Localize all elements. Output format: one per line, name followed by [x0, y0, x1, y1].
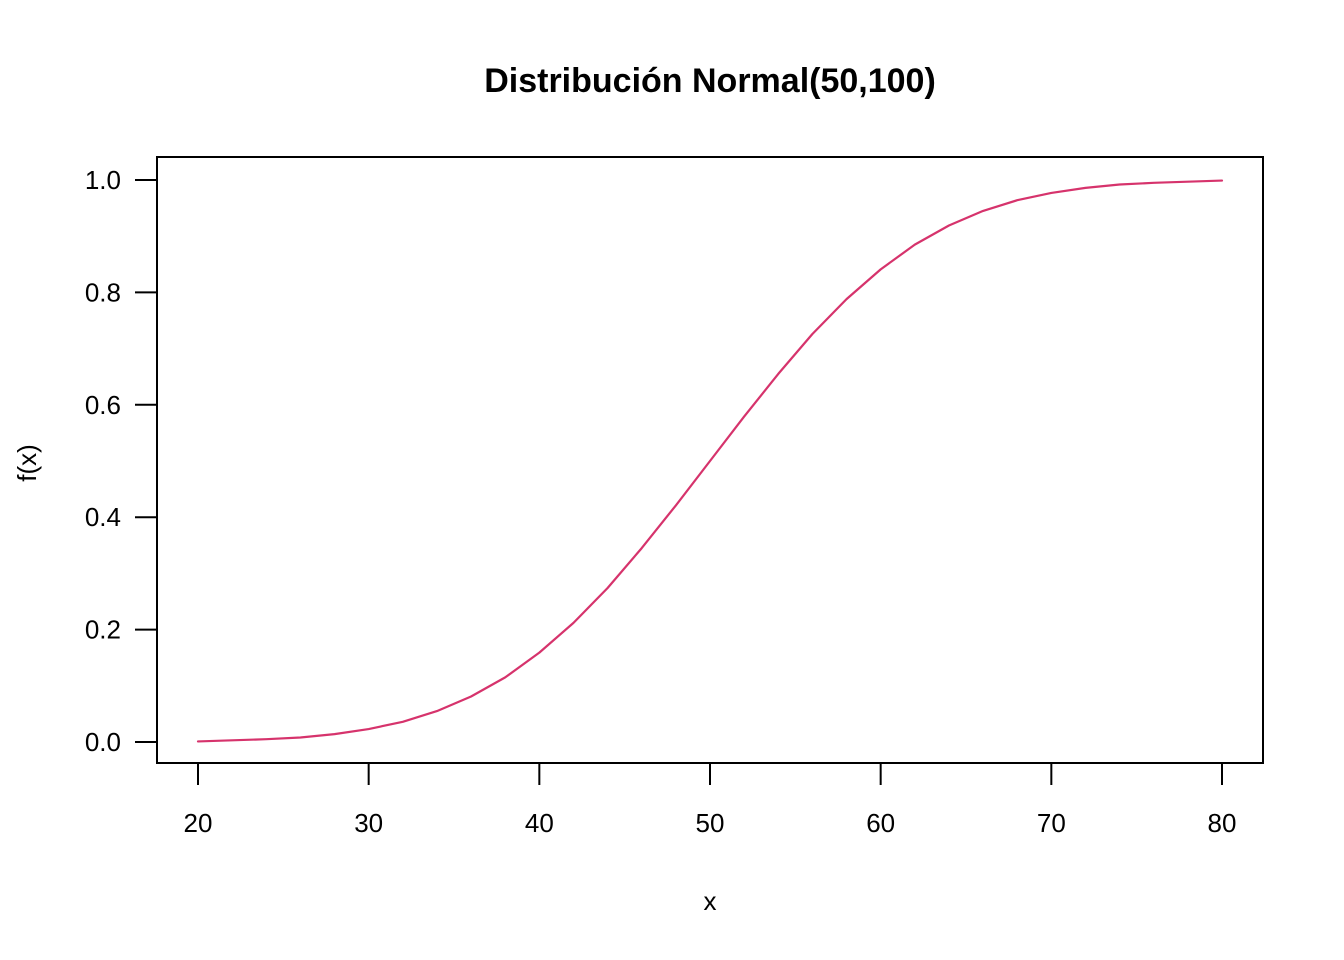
series-line: [196, 179, 1224, 743]
y-tick-label: 0.0: [85, 727, 121, 757]
y-tick-label: 0.4: [85, 502, 121, 532]
x-axis-label: x: [704, 886, 717, 916]
y-axis-label: f(x): [12, 444, 42, 482]
y-axis: 0.0 0.2 0.4 0.6 0.8 1.0: [85, 165, 158, 757]
x-tick-label: 30: [354, 808, 383, 838]
y-tick-label: 0.8: [85, 277, 121, 307]
y-tick-label: 0.6: [85, 390, 121, 420]
x-tick-label: 40: [525, 808, 554, 838]
x-axis: 20 30 40 50 60 70 80: [184, 762, 1237, 838]
series-layer: [196, 179, 1224, 743]
y-tick-label: 1.0: [85, 165, 121, 195]
x-tick-label: 60: [866, 808, 895, 838]
x-tick-label: 50: [696, 808, 725, 838]
y-tick-label: 0.2: [85, 615, 121, 645]
x-tick-label: 70: [1037, 808, 1066, 838]
chart-title: Distribución Normal(50,100): [484, 62, 936, 100]
x-tick-label: 80: [1208, 808, 1237, 838]
x-tick-label: 20: [184, 808, 213, 838]
